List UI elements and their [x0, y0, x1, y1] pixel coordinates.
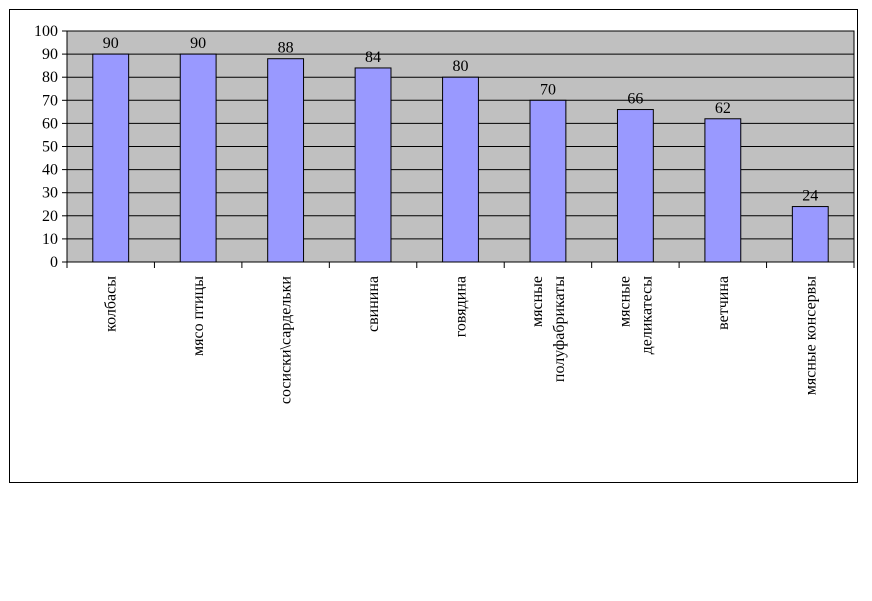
category-label-line: мясные консервы	[802, 276, 819, 395]
bar	[704, 118, 742, 263]
data-label: 90	[190, 35, 206, 52]
category-label-line: ветчина	[715, 276, 732, 330]
bar	[354, 67, 392, 263]
bar	[179, 53, 217, 263]
y-tick-label: 20	[42, 208, 58, 225]
category-label-line: мясные	[529, 276, 546, 327]
y-tick-label: 50	[42, 139, 58, 156]
y-tick-label: 70	[42, 92, 58, 109]
category-label-line: деликатесы	[638, 276, 655, 355]
data-label: 90	[103, 35, 119, 52]
category-label-line: говядина	[453, 276, 470, 337]
category-label-line: полуфабрикаты	[551, 276, 568, 382]
data-label: 80	[453, 58, 469, 75]
category-label-line: колбасы	[103, 276, 120, 332]
y-tick-label: 0	[50, 254, 58, 271]
category-label: мясные деликатесы	[616, 276, 655, 355]
bar	[442, 76, 479, 263]
data-label: 24	[802, 188, 818, 205]
bar	[616, 109, 654, 263]
category-label-line: мясо птицы	[190, 276, 207, 356]
data-label: 62	[715, 100, 731, 117]
data-label: 66	[627, 91, 643, 108]
data-label: 84	[365, 49, 381, 66]
category-label: сосиски\сардельки	[278, 276, 295, 405]
y-tick-label: 30	[42, 185, 58, 202]
y-tick-label: 10	[42, 231, 58, 248]
category-label-line: свинина	[365, 276, 382, 332]
category-label: мясные консервы	[802, 276, 819, 395]
data-label: 70	[540, 81, 556, 98]
bar	[92, 53, 130, 263]
y-tick-label: 90	[42, 46, 58, 63]
y-tick-label: 100	[34, 23, 58, 40]
category-label-line: мясные	[616, 276, 633, 327]
bar	[267, 58, 305, 263]
bar	[529, 99, 567, 263]
y-tick-label: 60	[42, 115, 58, 132]
category-label: ветчина	[715, 276, 732, 330]
category-label-line: сосиски\сардельки	[278, 276, 295, 405]
bar	[791, 206, 829, 263]
category-label: колбасы	[103, 276, 120, 332]
category-label: говядина	[453, 276, 470, 337]
y-tick-label: 40	[42, 162, 58, 179]
data-label: 88	[278, 40, 294, 57]
category-label: мясо птицы	[190, 276, 207, 356]
y-tick-label: 80	[42, 69, 58, 86]
category-label: свинина	[365, 276, 382, 332]
category-label: мясные полуфабрикаты	[529, 276, 568, 382]
